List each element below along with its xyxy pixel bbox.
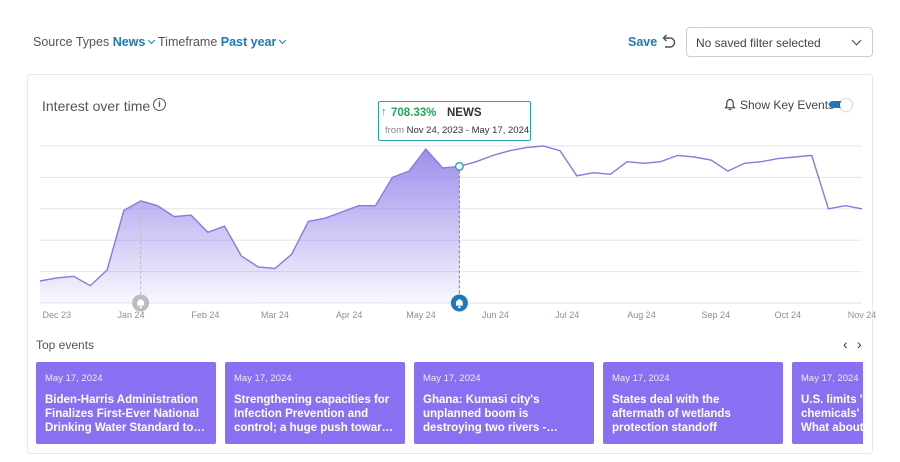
key-event-marker[interactable] [450,294,468,312]
interest-area [40,149,460,303]
x-tick-label: Sep 24 [702,310,731,320]
bell-icon [137,299,145,306]
saved-filter-value: No saved filter selected [696,36,821,50]
source-types-value: News [112,35,146,49]
event-title: States deal with the aftermath of wetlan… [612,394,731,434]
event-date: May 17, 2024 [234,373,292,384]
save-button[interactable]: Save [628,35,658,49]
source-types-label: Source Types [33,35,110,49]
undo-icon[interactable] [659,33,677,51]
x-tick-label: May 24 [406,310,436,320]
event-date: May 17, 2024 [423,373,481,384]
chart-title: Interest over time [42,98,151,114]
timeframe-filter[interactable]: Timeframe Past year [158,35,287,49]
event-title: U.S. limits 'forever chemicals' in drink… [801,394,863,434]
chevron-left-icon[interactable]: ‹ [843,336,848,352]
x-tick-label: Jun 24 [482,310,509,320]
info-icon[interactable]: i [153,98,166,111]
event-date: May 17, 2024 [45,373,103,384]
event-card[interactable]: May 17, 2024 Ghana: Kumasi city's unplan… [414,362,594,444]
interest-line [39,145,863,287]
top-events-title: Top events [36,338,95,352]
chevron-right-icon[interactable]: › [857,336,862,352]
x-tick-label: Mar 24 [261,310,289,320]
x-tick-label: Apr 24 [336,310,363,320]
event-card[interactable]: May 17, 2024 Strengthening capacities fo… [225,362,405,444]
event-date: May 17, 2024 [801,373,859,384]
event-card[interactable]: May 17, 2024 States deal with the afterm… [603,362,783,444]
x-tick-label: Oct 24 [774,310,801,320]
x-tick-label: Nov 24 [848,310,877,320]
x-tick-label: Feb 24 [191,310,219,320]
bell-icon [455,299,463,306]
event-card[interactable]: May 17, 2024 Biden-Harris Administration… [36,362,216,444]
event-date: May 17, 2024 [612,373,670,384]
toggle-track [829,101,849,108]
tooltip-range-value: Nov 24, 2023 - May 17, 2024 [406,125,530,136]
arrow-up-icon: ↑ [381,106,387,118]
toggle-knob [840,99,852,111]
tooltip [378,101,531,141]
timeframe-label: Timeframe [158,35,218,49]
tooltip-change: 708.33% [391,107,437,119]
source-types-filter[interactable]: Source Types News [33,35,156,49]
show-key-events-label: Show Key Events [740,98,835,112]
tooltip-from-label: from [385,125,404,136]
tooltip-source: NEWS [447,107,482,119]
saved-filter-select[interactable]: No saved filter selected [686,27,873,57]
event-card[interactable]: May 17, 2024 U.S. limits 'forever chemic… [792,362,863,444]
bell-icon [724,98,736,111]
top-events-carousel: May 17, 2024 Biden-Harris Administration… [36,362,863,444]
timeframe-value: Past year [220,35,277,49]
key-event-marker[interactable] [132,294,150,312]
x-tick-label: Jan 24 [118,310,145,320]
x-tick-label: Dec 23 [43,310,72,320]
data-point [454,161,464,171]
event-title: Ghana: Kumasi city's unplanned boom is d… [423,394,547,434]
x-tick-label: Jul 24 [555,310,579,320]
bell-clapper [458,306,461,309]
x-tick-label: Aug 24 [627,310,656,320]
event-title: Strengthening capacities for Infection P… [234,394,396,434]
key-events-toggle[interactable] [829,99,853,111]
event-title: Biden-Harris Administration Finalizes Fi… [45,394,200,434]
bell-clapper [139,306,142,309]
tooltip-range: from Nov 24, 2023 - May 17, 2024 [385,125,529,136]
